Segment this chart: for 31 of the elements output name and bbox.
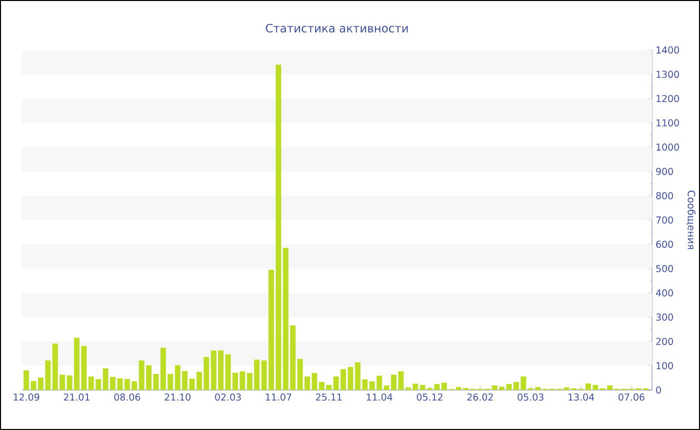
bar (24, 370, 30, 390)
chart-title: Статистика активности (266, 24, 408, 32)
y-tick-label: 400 (656, 289, 673, 296)
y-tick-label: 900 (656, 168, 673, 176)
y-tick-label: 800 (656, 192, 673, 200)
y-tick-label: 1400 (656, 46, 679, 54)
x-tick-label: 21.01 (64, 394, 90, 401)
y-tick-label: 1000 (656, 144, 679, 151)
y-tick-label: 500 (656, 264, 673, 272)
x-tick-label: 08.06 (114, 394, 140, 401)
y-tick-label: 1200 (656, 94, 679, 102)
x-tick-label: 02.03 (215, 394, 241, 401)
y-axis-title: Сообщения (686, 190, 696, 250)
y-tick-label: 0 (656, 386, 661, 394)
x-tick-label: 12.09 (14, 394, 40, 401)
y-tick-label: 1300 (656, 70, 679, 78)
x-tick-label: 05.03 (518, 394, 544, 401)
y-tick-label: 100 (656, 362, 673, 370)
x-tick-label: 11.04 (366, 394, 392, 401)
y-tick-label: 1100 (656, 119, 679, 126)
x-tick-label: 13.04 (568, 394, 594, 401)
y-tick-label: 600 (656, 240, 673, 248)
y-tick-label: 700 (656, 216, 673, 224)
x-tick-label: 26.02 (467, 394, 493, 401)
x-tick-label: 05.12 (416, 394, 442, 401)
x-tick-label: 11.07 (266, 394, 292, 401)
y-tick-label: 200 (656, 338, 673, 346)
x-tick-label: 07.06 (618, 394, 644, 401)
x-tick-label: 25.11 (316, 394, 342, 401)
x-tick-label: 21.10 (164, 394, 191, 401)
y-tick-label: 300 (656, 314, 673, 321)
